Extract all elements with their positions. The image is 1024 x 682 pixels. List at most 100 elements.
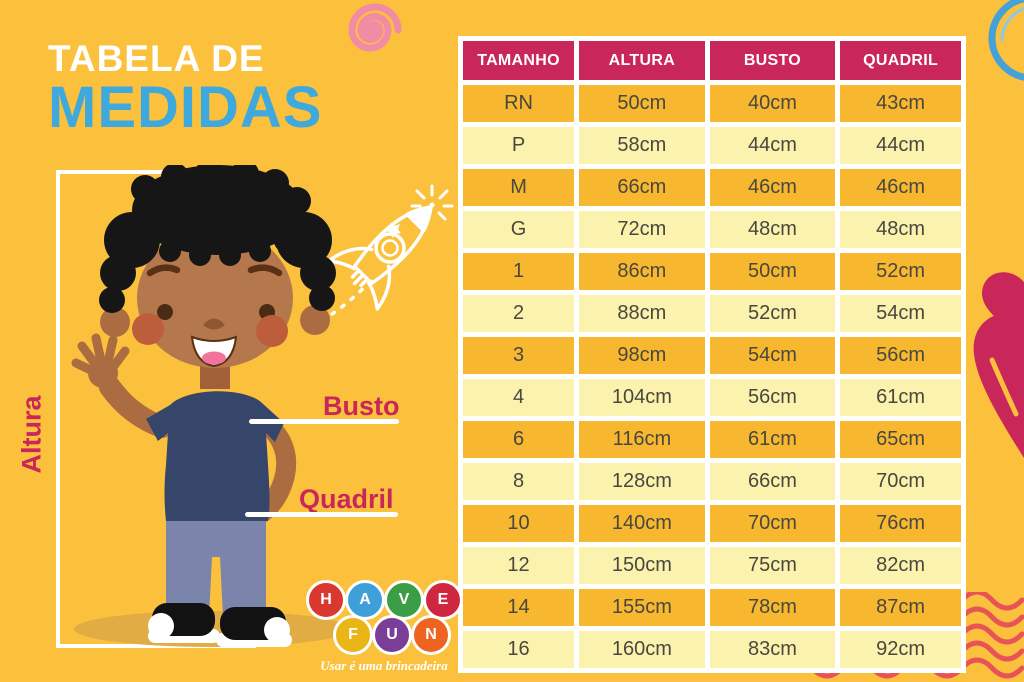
cell-altura: 88cm	[579, 295, 705, 332]
busto-label: Busto	[323, 391, 400, 421]
table-row: 16 160cm 83cm 92cm	[463, 631, 961, 668]
logo-tagline: Usar é uma brincadeira	[320, 658, 448, 673]
quadril-label: Quadril	[299, 484, 394, 514]
cell-busto: 83cm	[709, 631, 836, 668]
cell-quadril: 48cm	[840, 211, 961, 248]
cell-busto: 78cm	[709, 589, 836, 626]
table-row: 1 86cm 50cm 52cm	[463, 253, 961, 290]
cell-quadril: 76cm	[840, 505, 961, 542]
col-header-busto: BUSTO	[709, 41, 836, 80]
table-header-row: TAMANHO ALTURA BUSTO QUADRIL	[463, 41, 961, 80]
cell-busto: 54cm	[709, 337, 836, 374]
table-row: 6 116cm 61cm 65cm	[463, 421, 961, 458]
cell-size: 14	[463, 589, 575, 626]
heart-icon	[973, 272, 1024, 458]
logo-letter-e: E	[423, 580, 463, 620]
page-title-line1: TABELA DE	[48, 38, 265, 79]
boy-illustration	[71, 165, 350, 647]
cell-altura: 50cm	[579, 85, 705, 122]
cell-busto: 44cm	[709, 127, 836, 164]
cell-size: 4	[463, 379, 575, 416]
cell-quadril: 82cm	[840, 547, 961, 584]
logo-letter-a: A	[345, 580, 385, 620]
table-row: 3 98cm 54cm 56cm	[463, 337, 961, 374]
cell-size: 16	[463, 631, 575, 668]
cell-size: 12	[463, 547, 575, 584]
cell-size: P	[463, 127, 575, 164]
cell-quadril: 61cm	[840, 379, 961, 416]
logo-row-fun: F U N	[333, 615, 466, 655]
cell-quadril: 92cm	[840, 631, 961, 668]
cell-quadril: 65cm	[840, 421, 961, 458]
logo-letter-f: F	[333, 615, 373, 655]
cell-size: 10	[463, 505, 575, 542]
cell-size: 3	[463, 337, 575, 374]
cell-busto: 70cm	[709, 505, 836, 542]
cell-size: RN	[463, 85, 575, 122]
cell-busto: 61cm	[709, 421, 836, 458]
cell-size: G	[463, 211, 575, 248]
cell-size: 8	[463, 463, 575, 500]
cell-quadril: 46cm	[840, 169, 961, 206]
cell-altura: 155cm	[579, 589, 705, 626]
busto-pointer-line	[249, 419, 399, 424]
page-title: TABELA DE MEDIDAS	[48, 40, 322, 137]
table-row: 10 140cm 70cm 76cm	[463, 505, 961, 542]
cell-busto: 52cm	[709, 295, 836, 332]
cell-altura: 72cm	[579, 211, 705, 248]
have-fun-logo: H A V E F U N Usar é uma brincadeira	[306, 580, 466, 674]
logo-row-have: H A V E	[306, 580, 466, 620]
cell-quadril: 87cm	[840, 589, 961, 626]
table-row: M 66cm 46cm 46cm	[463, 169, 961, 206]
height-bracket	[56, 170, 256, 648]
cell-quadril: 56cm	[840, 337, 961, 374]
logo-letter-h: H	[306, 580, 346, 620]
cell-quadril: 52cm	[840, 253, 961, 290]
size-table: TAMANHO ALTURA BUSTO QUADRIL RN 50cm 40cm 4…	[458, 36, 966, 673]
cell-busto: 46cm	[709, 169, 836, 206]
cell-altura: 66cm	[579, 169, 705, 206]
quadril-pointer-line	[245, 512, 398, 517]
cell-size: 2	[463, 295, 575, 332]
logo-letter-v: V	[384, 580, 424, 620]
cell-busto: 66cm	[709, 463, 836, 500]
table-row: P 58cm 44cm 44cm	[463, 127, 961, 164]
table-row: 4 104cm 56cm 61cm	[463, 379, 961, 416]
cell-altura: 86cm	[579, 253, 705, 290]
cell-quadril: 44cm	[840, 127, 961, 164]
cell-altura: 150cm	[579, 547, 705, 584]
table-row: 12 150cm 75cm 82cm	[463, 547, 961, 584]
table-row: RN 50cm 40cm 43cm	[463, 85, 961, 122]
logo-letter-u: U	[372, 615, 412, 655]
table-row: G 72cm 48cm 48cm	[463, 211, 961, 248]
cell-altura: 116cm	[579, 421, 705, 458]
col-header-quadril: QUADRIL	[840, 41, 961, 80]
cell-size: 6	[463, 421, 575, 458]
altura-label: Altura	[16, 395, 47, 474]
cell-altura: 140cm	[579, 505, 705, 542]
col-header-tamanho: TAMANHO	[463, 41, 575, 80]
col-header-altura: ALTURA	[579, 41, 705, 80]
cell-quadril: 54cm	[840, 295, 961, 332]
spiral-icon	[348, 3, 402, 52]
cell-busto: 40cm	[709, 85, 836, 122]
table-row: 2 88cm 52cm 54cm	[463, 295, 961, 332]
table-row: 14 155cm 78cm 87cm	[463, 589, 961, 626]
cell-size: 1	[463, 253, 575, 290]
cell-altura: 98cm	[579, 337, 705, 374]
cell-altura: 128cm	[579, 463, 705, 500]
cell-busto: 75cm	[709, 547, 836, 584]
cell-altura: 160cm	[579, 631, 705, 668]
circle-scribble-icon	[988, 0, 1024, 81]
logo-letter-n: N	[411, 615, 451, 655]
cell-quadril: 43cm	[840, 85, 961, 122]
cell-busto: 48cm	[709, 211, 836, 248]
cell-size: M	[463, 169, 575, 206]
cell-quadril: 70cm	[840, 463, 961, 500]
cell-busto: 50cm	[709, 253, 836, 290]
cell-altura: 58cm	[579, 127, 705, 164]
page-title-line2: MEDIDAS	[48, 75, 323, 140]
table-row: 8 128cm 66cm 70cm	[463, 463, 961, 500]
cell-busto: 56cm	[709, 379, 836, 416]
